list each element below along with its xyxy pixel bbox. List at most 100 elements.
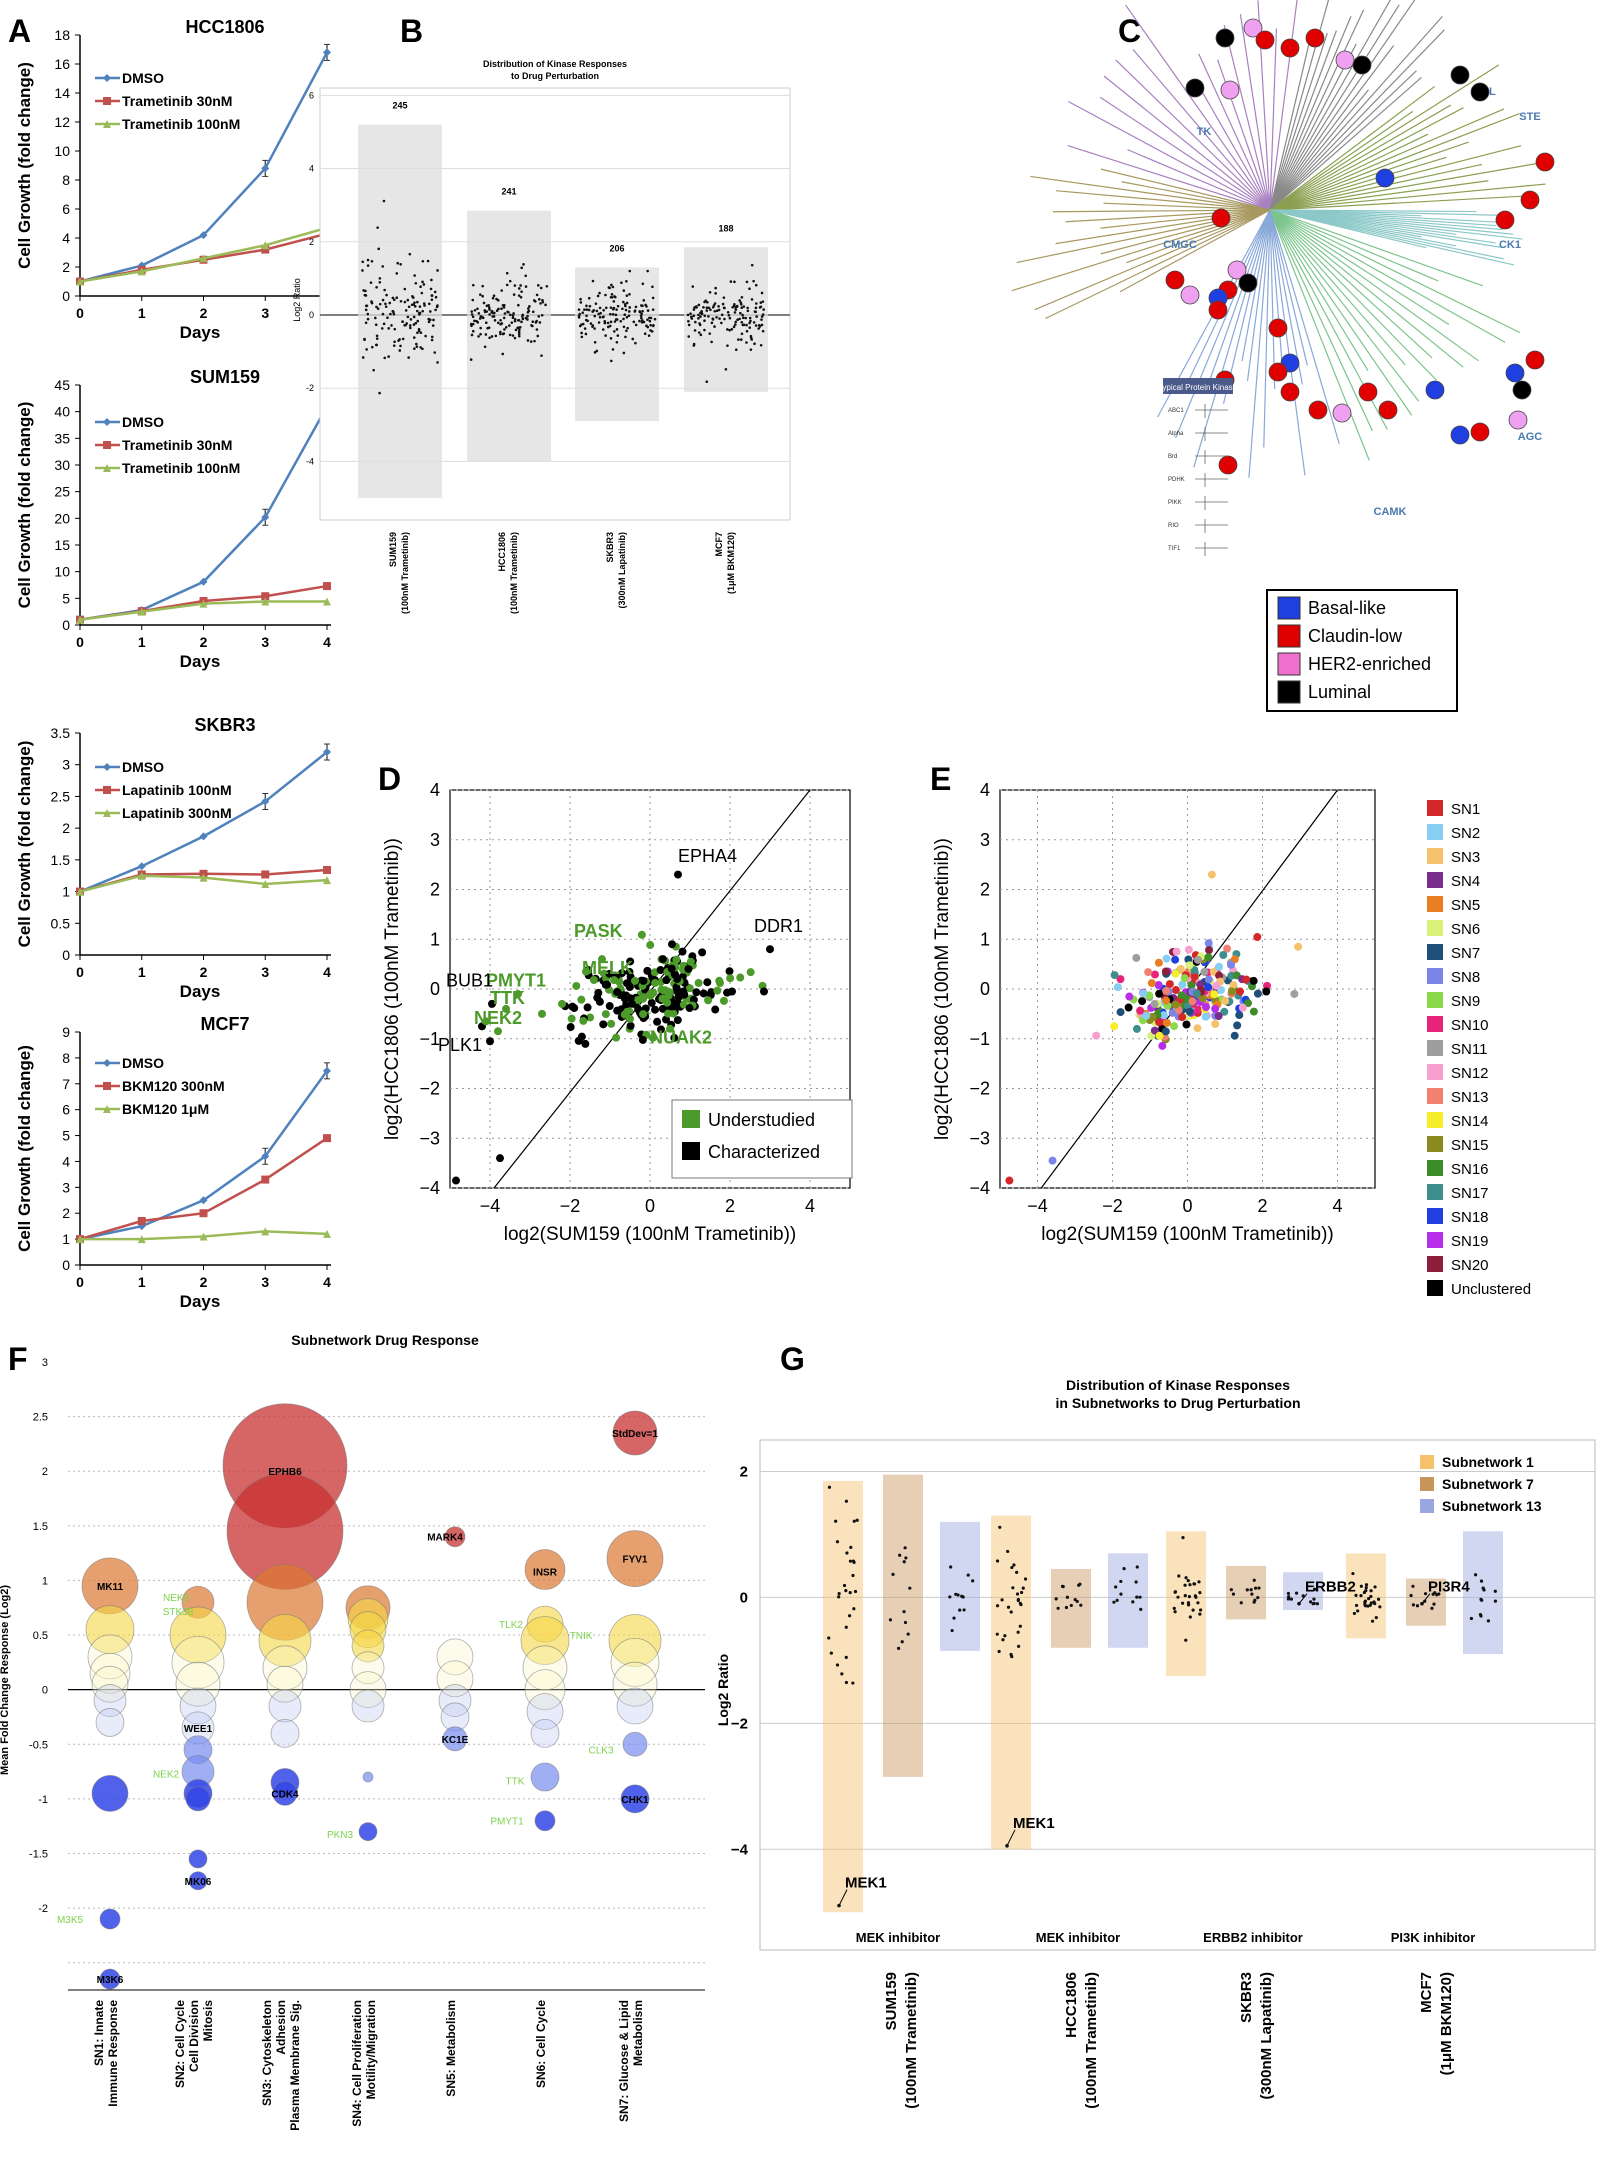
data-point [739,301,743,304]
data-point [642,320,646,324]
panel-letter-e: E [930,761,951,797]
y-axis-label: Cell Growth (fold change) [15,62,34,269]
diamond-marker [323,748,331,757]
data-point [1184,955,1193,964]
bubble [608,1614,662,1667]
bubble-label: WEE1 [184,1724,213,1735]
data-point [711,1005,720,1014]
data-point [519,284,522,287]
x-tick-label: 2 [1257,1196,1267,1216]
inhibitor-label: PI3K inhibitor [1391,1930,1476,1945]
data-point [512,312,515,315]
square-marker [323,582,331,591]
tree-branch [1100,209,1271,255]
data-point [605,969,614,978]
data-point [643,332,647,336]
data-point [739,338,743,341]
data-point [705,306,709,309]
data-point [492,315,496,318]
data-point [1154,958,1163,967]
data-point [384,305,388,308]
legend-swatch [1427,992,1443,1008]
y-tick-label: 0.5 [33,1630,48,1642]
data-point [1369,1589,1373,1593]
subtype-marker [1208,300,1228,320]
tree-branch [1269,9,1365,211]
legend-label: SN2 [1451,825,1480,842]
data-point [1493,1589,1497,1593]
data-point [712,304,716,307]
data-point [473,308,477,312]
data-point [1017,1644,1021,1648]
data-point [539,302,542,305]
data-point [598,291,601,295]
data-point [484,321,488,325]
legend-label: SN11 [1451,1041,1487,1058]
data-point [365,348,368,351]
data-point [721,302,725,306]
data-point [537,284,540,287]
data-point [526,339,530,342]
y-tick-label: 6 [62,201,70,217]
data-point [1356,1609,1360,1613]
data-point [738,317,741,321]
legend-swatch [1427,1184,1443,1200]
bubble [620,1784,650,1814]
data-point [1015,1592,1020,1596]
tree-branch [1269,209,1437,381]
data-point [622,289,626,292]
legend-label: HER2-enriched [1308,654,1431,674]
data-point [609,320,613,324]
data-point [375,305,378,309]
data-point [684,964,693,973]
data-point [517,294,521,297]
data-point [1180,1601,1185,1605]
data-point [1159,1011,1168,1020]
legend-swatch [1427,1064,1443,1080]
data-point [483,345,487,349]
group-label: (100nM Trametinib) [1083,1972,1100,2109]
y-tick-label: 12 [54,114,70,130]
legend-swatch [1277,680,1301,704]
data-point [588,304,592,308]
bubble [272,1781,298,1806]
data-point [1019,1590,1024,1595]
tree-branch [1269,4,1400,211]
data-point [651,1005,660,1014]
data-point [633,310,637,313]
y-tick-label: 0 [309,310,314,320]
tree-branch [1239,14,1271,211]
data-point [415,342,418,346]
data-point [610,359,613,363]
triangle-marker [199,1232,208,1241]
data-point [1124,1003,1133,1012]
point-label: TTK [490,988,525,1008]
data-point [534,321,538,324]
diamond-marker [261,513,270,522]
data-point [517,287,521,290]
data-point [482,301,486,305]
data-point [628,306,632,309]
data-point [1220,1007,1229,1016]
data-point [531,310,535,314]
data-point [1215,971,1224,980]
tree-branch [1068,100,1271,211]
legend-label: SN12 [1451,1065,1489,1082]
legend-label: Understudied [708,1110,815,1130]
bubble-label: CDK4 [271,1789,299,1800]
data-point [1210,990,1219,999]
data-point [1227,987,1236,996]
data-point [416,300,419,304]
diamond-marker [137,862,146,871]
data-point [1367,1597,1371,1601]
data-point [423,304,426,307]
data-point [699,989,708,998]
data-point [741,313,744,317]
data-point [906,1632,910,1636]
y-tick-label: 2 [309,237,314,247]
bubble [188,1871,208,1891]
data-point [903,1546,907,1550]
panel-b: -4 -2 0 2 4 6 Log2 Ratio Distribution of Kinase… [292,59,791,614]
legend-label: SN6 [1451,921,1480,938]
legend-label: SN7 [1451,945,1480,962]
